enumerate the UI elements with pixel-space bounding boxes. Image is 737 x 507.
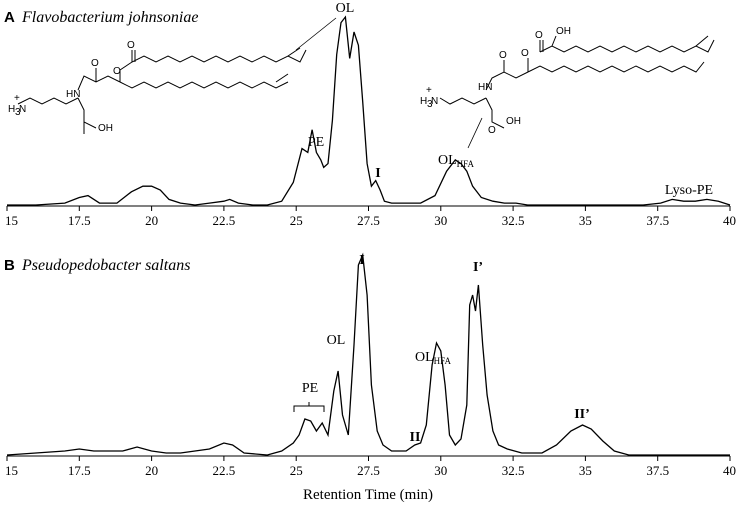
- x-tick-label: 15: [5, 213, 18, 228]
- structure2-amide-chain: [527, 61, 705, 73]
- panel-b-trace: [6, 252, 730, 456]
- x-tick-label: 25: [290, 463, 303, 478]
- structure1-labels: O O O HN OH H 3 N +: [8, 40, 135, 134]
- panel-b-letter: B: [4, 257, 15, 274]
- peak-label: II: [410, 430, 421, 445]
- panel-b-plot: 15 17.5 20 22.5 25 27.5 30 32.5 35 37.5 40 I I’OLOL…: [5, 252, 736, 478]
- panel-b-title: Pseudopedobacter saltans: [21, 257, 190, 274]
- peak-label: Lyso-PE: [665, 183, 713, 198]
- peak-label: PE: [308, 135, 324, 150]
- x-tick-label: 20: [145, 213, 158, 228]
- structure1-o-2: O: [113, 66, 121, 77]
- peak-label: I’: [473, 260, 483, 275]
- structure1-amide-chain: [119, 81, 289, 89]
- x-tick-label: 27.5: [357, 213, 380, 228]
- structure2-labels: O O O O OH HN OH H 3 N +: [420, 26, 571, 136]
- structure1-n: N: [19, 104, 26, 115]
- x-tick-label: 40: [723, 463, 736, 478]
- structure2-h: H: [420, 96, 427, 107]
- x-tick-label: 15: [5, 463, 18, 478]
- structure2-h-sub: 3: [427, 99, 433, 110]
- structure2-o-4: O: [488, 125, 496, 136]
- structure2-charge: +: [426, 85, 432, 96]
- structure1-branch: [287, 47, 301, 57]
- x-tick-label: 17.5: [68, 463, 91, 478]
- structure2-o-2: O: [521, 48, 529, 59]
- ol-leader-line: [295, 17, 337, 51]
- x-tick-label: 22.5: [213, 213, 236, 228]
- peak-label: PE: [302, 381, 318, 396]
- structure-ornithine-lipid: [17, 47, 307, 134]
- structure1-branch-2: [275, 73, 289, 83]
- panel-a-plot: 15 17.5 20 22.5 25 27.5 30 32.5 35 37.5 40 OLPEIOL…: [5, 1, 736, 228]
- structure2-branch: [695, 35, 709, 47]
- structure1-ornithine: [17, 97, 79, 105]
- panel-a-header: A Flavobacterium johnsoniae: [4, 9, 198, 26]
- peak-label: I: [359, 253, 364, 268]
- peak-label: OL: [327, 333, 346, 348]
- x-tick-label: 37.5: [646, 463, 669, 478]
- pe-bracket: [293, 402, 325, 412]
- panel-b-header: B Pseudopedobacter saltans: [4, 257, 190, 274]
- structure2-carboxyl: [485, 97, 505, 129]
- x-tick-label: 32.5: [502, 213, 525, 228]
- olhfa-leader-line: [467, 117, 483, 149]
- structure1-o-3: O: [91, 58, 99, 69]
- structure1-ester-chain: [119, 49, 307, 71]
- structure2-hfa-oh: OH: [556, 26, 571, 37]
- x-tick-label: 35: [579, 463, 592, 478]
- structure2-o-1: O: [535, 30, 543, 41]
- structure1-h-sub: 3: [15, 107, 21, 118]
- peak-label: II’: [574, 407, 590, 422]
- panel-b-x-axis-title: Retention Time (min): [303, 487, 433, 503]
- structure2-ornithine: [439, 97, 487, 105]
- structure1-h: H: [8, 104, 15, 115]
- structure1-carboxyl: [77, 97, 97, 129]
- structure1-nh: HN: [66, 89, 80, 100]
- panel-b-x-ticks: 15 17.5 20 22.5 25 27.5 30 32.5 35 37.5 40: [5, 456, 736, 478]
- structure2-hydroxyl-bond: [551, 35, 557, 47]
- panel-a-x-ticks: 15 17.5 20 22.5 25 27.5 30 32.5 35 37.5 40: [5, 206, 736, 228]
- structure1-oh: OH: [98, 123, 113, 134]
- x-tick-label: 30: [434, 213, 447, 228]
- x-tick-label: 32.5: [502, 463, 525, 478]
- structure1-charge: +: [14, 93, 20, 104]
- peak-label: OL: [336, 1, 355, 16]
- structure1-o-1: O: [127, 40, 135, 51]
- structure2-oh: OH: [506, 116, 521, 127]
- structure2-nh: HN: [478, 82, 492, 93]
- x-tick-label: 17.5: [68, 213, 91, 228]
- x-tick-label: 25: [290, 213, 303, 228]
- panel-a-title: Flavobacterium johnsoniae: [21, 9, 198, 26]
- peak-label: I: [375, 166, 380, 181]
- structure1-amide-link: [77, 75, 121, 91]
- structure2-n: N: [431, 96, 438, 107]
- x-tick-label: 22.5: [213, 463, 236, 478]
- panel-a-trace: [7, 15, 731, 206]
- x-tick-label: 27.5: [357, 463, 380, 478]
- peak-label: OLHFA: [415, 350, 452, 366]
- x-tick-label: 37.5: [646, 213, 669, 228]
- structure2-o-3: O: [499, 50, 507, 61]
- x-tick-label: 35: [579, 213, 592, 228]
- structure2-ester-chain: [539, 39, 715, 53]
- x-tick-label: 20: [145, 463, 158, 478]
- peak-label: OLHFA: [438, 153, 475, 169]
- x-tick-label: 30: [434, 463, 447, 478]
- structure-hydroxy-ornithine-lipid: [439, 35, 715, 129]
- x-tick-label: 40: [723, 213, 736, 228]
- panel-a-letter: A: [4, 9, 15, 26]
